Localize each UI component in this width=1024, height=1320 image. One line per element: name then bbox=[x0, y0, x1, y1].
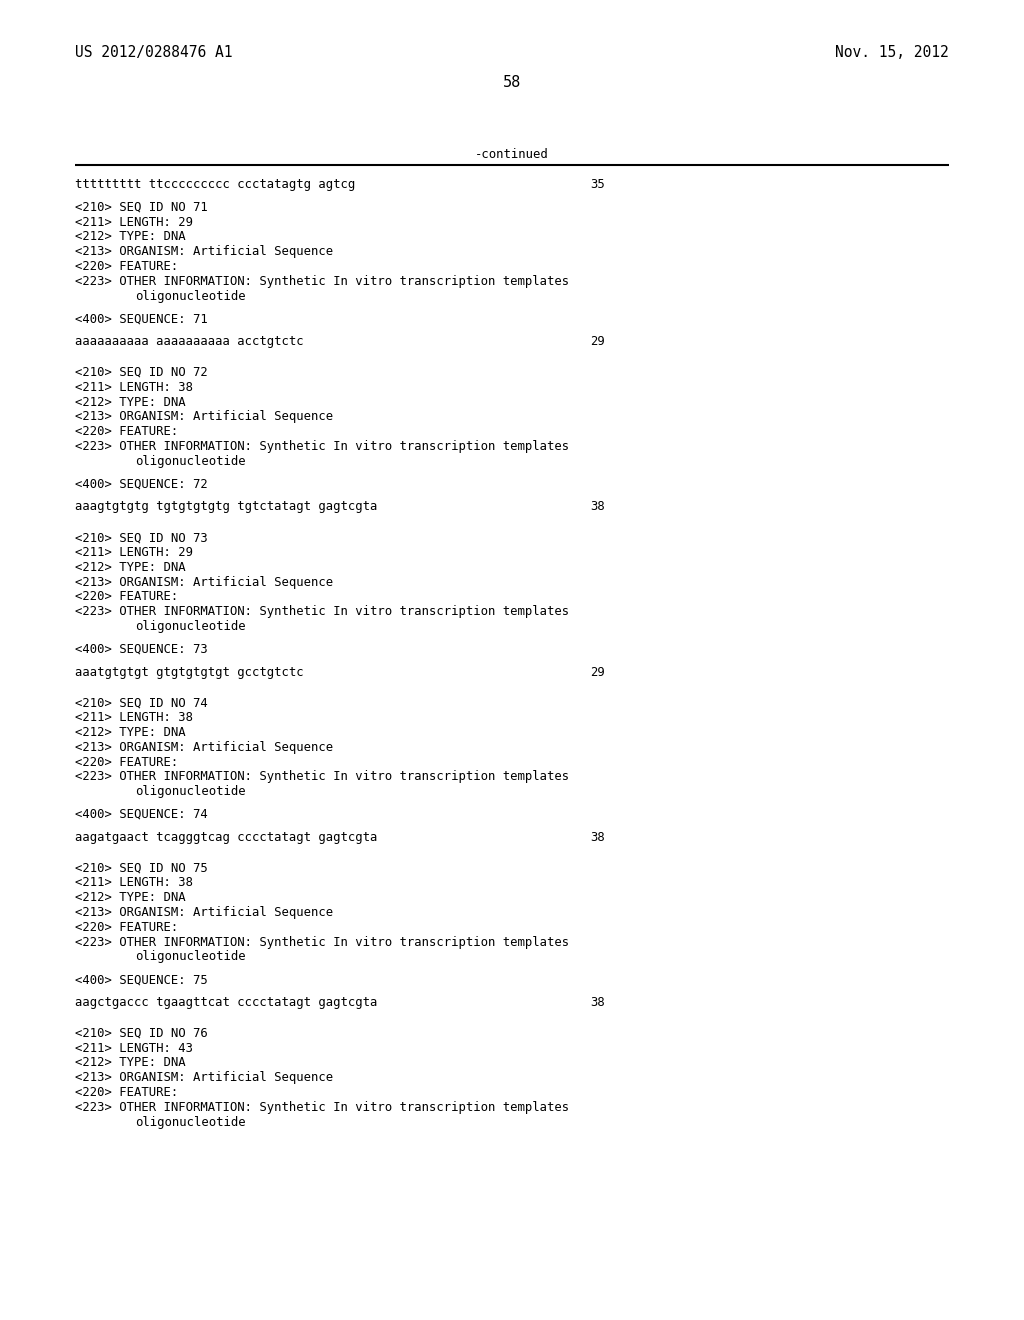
Text: <213> ORGANISM: Artificial Sequence: <213> ORGANISM: Artificial Sequence bbox=[75, 576, 333, 589]
Text: <213> ORGANISM: Artificial Sequence: <213> ORGANISM: Artificial Sequence bbox=[75, 1072, 333, 1084]
Text: <211> LENGTH: 38: <211> LENGTH: 38 bbox=[75, 876, 193, 890]
Text: <210> SEQ ID NO 75: <210> SEQ ID NO 75 bbox=[75, 862, 208, 875]
Text: aaaaaaaaaa aaaaaaaaaa acctgtctc: aaaaaaaaaa aaaaaaaaaa acctgtctc bbox=[75, 335, 304, 348]
Text: <220> FEATURE:: <220> FEATURE: bbox=[75, 590, 178, 603]
Text: US 2012/0288476 A1: US 2012/0288476 A1 bbox=[75, 45, 232, 59]
Text: 29: 29 bbox=[590, 335, 605, 348]
Text: 38: 38 bbox=[590, 830, 605, 843]
Text: <220> FEATURE:: <220> FEATURE: bbox=[75, 921, 178, 933]
Text: <400> SEQUENCE: 72: <400> SEQUENCE: 72 bbox=[75, 478, 208, 491]
Text: <210> SEQ ID NO 71: <210> SEQ ID NO 71 bbox=[75, 201, 208, 214]
Text: <211> LENGTH: 43: <211> LENGTH: 43 bbox=[75, 1041, 193, 1055]
Text: Nov. 15, 2012: Nov. 15, 2012 bbox=[836, 45, 949, 59]
Text: 29: 29 bbox=[590, 665, 605, 678]
Text: <213> ORGANISM: Artificial Sequence: <213> ORGANISM: Artificial Sequence bbox=[75, 906, 333, 919]
Text: <223> OTHER INFORMATION: Synthetic In vitro transcription templates: <223> OTHER INFORMATION: Synthetic In vi… bbox=[75, 771, 569, 783]
Text: <211> LENGTH: 29: <211> LENGTH: 29 bbox=[75, 546, 193, 558]
Text: <213> ORGANISM: Artificial Sequence: <213> ORGANISM: Artificial Sequence bbox=[75, 741, 333, 754]
Text: <223> OTHER INFORMATION: Synthetic In vitro transcription templates: <223> OTHER INFORMATION: Synthetic In vi… bbox=[75, 1101, 569, 1114]
Text: -continued: -continued bbox=[475, 148, 549, 161]
Text: ttttttttt ttccccccccc ccctatagtg agtcg: ttttttttt ttccccccccc ccctatagtg agtcg bbox=[75, 178, 355, 191]
Text: <220> FEATURE:: <220> FEATURE: bbox=[75, 425, 178, 438]
Text: oligonucleotide: oligonucleotide bbox=[135, 1115, 246, 1129]
Text: <210> SEQ ID NO 73: <210> SEQ ID NO 73 bbox=[75, 531, 208, 544]
Text: 38: 38 bbox=[590, 997, 605, 1008]
Text: <223> OTHER INFORMATION: Synthetic In vitro transcription templates: <223> OTHER INFORMATION: Synthetic In vi… bbox=[75, 275, 569, 288]
Text: oligonucleotide: oligonucleotide bbox=[135, 785, 246, 799]
Text: oligonucleotide: oligonucleotide bbox=[135, 289, 246, 302]
Text: <212> TYPE: DNA: <212> TYPE: DNA bbox=[75, 1056, 185, 1069]
Text: aaagtgtgtg tgtgtgtgtg tgtctatagt gagtcgta: aaagtgtgtg tgtgtgtgtg tgtctatagt gagtcgt… bbox=[75, 500, 378, 513]
Text: <212> TYPE: DNA: <212> TYPE: DNA bbox=[75, 396, 185, 409]
Text: <212> TYPE: DNA: <212> TYPE: DNA bbox=[75, 231, 185, 243]
Text: <220> FEATURE:: <220> FEATURE: bbox=[75, 755, 178, 768]
Text: aagctgaccc tgaagttcat cccctatagt gagtcgta: aagctgaccc tgaagttcat cccctatagt gagtcgt… bbox=[75, 997, 378, 1008]
Text: <212> TYPE: DNA: <212> TYPE: DNA bbox=[75, 891, 185, 904]
Text: <210> SEQ ID NO 72: <210> SEQ ID NO 72 bbox=[75, 366, 208, 379]
Text: 35: 35 bbox=[590, 178, 605, 191]
Text: <211> LENGTH: 38: <211> LENGTH: 38 bbox=[75, 380, 193, 393]
Text: aagatgaact tcagggtcag cccctatagt gagtcgta: aagatgaact tcagggtcag cccctatagt gagtcgt… bbox=[75, 830, 378, 843]
Text: <213> ORGANISM: Artificial Sequence: <213> ORGANISM: Artificial Sequence bbox=[75, 246, 333, 259]
Text: <223> OTHER INFORMATION: Synthetic In vitro transcription templates: <223> OTHER INFORMATION: Synthetic In vi… bbox=[75, 936, 569, 949]
Text: oligonucleotide: oligonucleotide bbox=[135, 455, 246, 467]
Text: <223> OTHER INFORMATION: Synthetic In vitro transcription templates: <223> OTHER INFORMATION: Synthetic In vi… bbox=[75, 440, 569, 453]
Text: aaatgtgtgt gtgtgtgtgt gcctgtctc: aaatgtgtgt gtgtgtgtgt gcctgtctc bbox=[75, 665, 304, 678]
Text: <220> FEATURE:: <220> FEATURE: bbox=[75, 260, 178, 273]
Text: <400> SEQUENCE: 71: <400> SEQUENCE: 71 bbox=[75, 313, 208, 326]
Text: <212> TYPE: DNA: <212> TYPE: DNA bbox=[75, 726, 185, 739]
Text: oligonucleotide: oligonucleotide bbox=[135, 950, 246, 964]
Text: <400> SEQUENCE: 74: <400> SEQUENCE: 74 bbox=[75, 808, 208, 821]
Text: oligonucleotide: oligonucleotide bbox=[135, 620, 246, 634]
Text: <212> TYPE: DNA: <212> TYPE: DNA bbox=[75, 561, 185, 574]
Text: <400> SEQUENCE: 73: <400> SEQUENCE: 73 bbox=[75, 643, 208, 656]
Text: <400> SEQUENCE: 75: <400> SEQUENCE: 75 bbox=[75, 973, 208, 986]
Text: 38: 38 bbox=[590, 500, 605, 513]
Text: <220> FEATURE:: <220> FEATURE: bbox=[75, 1086, 178, 1100]
Text: <223> OTHER INFORMATION: Synthetic In vitro transcription templates: <223> OTHER INFORMATION: Synthetic In vi… bbox=[75, 605, 569, 618]
Text: <211> LENGTH: 29: <211> LENGTH: 29 bbox=[75, 215, 193, 228]
Text: <210> SEQ ID NO 74: <210> SEQ ID NO 74 bbox=[75, 697, 208, 709]
Text: <211> LENGTH: 38: <211> LENGTH: 38 bbox=[75, 711, 193, 725]
Text: <210> SEQ ID NO 76: <210> SEQ ID NO 76 bbox=[75, 1027, 208, 1040]
Text: <213> ORGANISM: Artificial Sequence: <213> ORGANISM: Artificial Sequence bbox=[75, 411, 333, 424]
Text: 58: 58 bbox=[503, 75, 521, 90]
